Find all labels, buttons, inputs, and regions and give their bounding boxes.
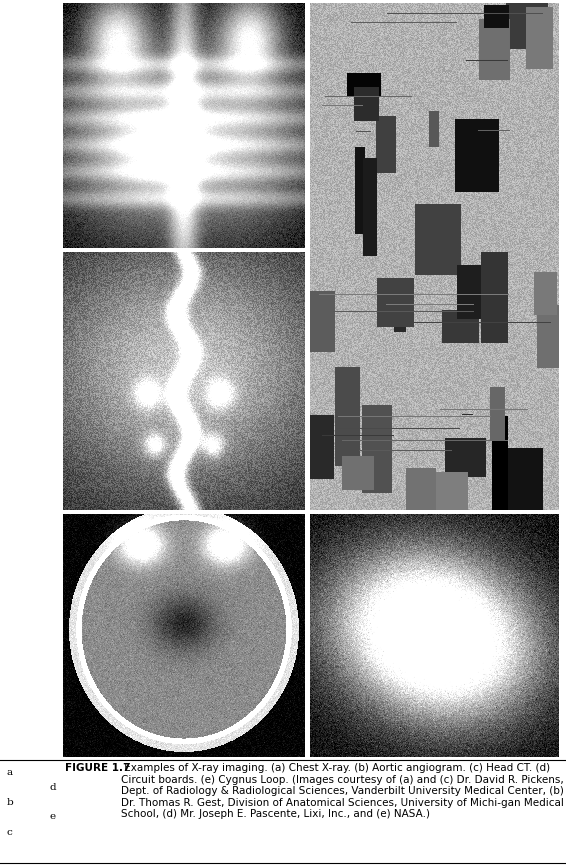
Text: FIGURE 1.7: FIGURE 1.7 [65,763,131,773]
Text: b: b [7,798,14,807]
Text: e: e [50,812,56,821]
Text: a: a [7,768,13,778]
Text: Examples of X-ray imaging. (a) Chest X-ray. (b) Aortic angiogram. (c) Head CT. (: Examples of X-ray imaging. (a) Chest X-r… [121,763,563,819]
Text: c: c [7,828,12,836]
Text: d: d [50,783,57,791]
